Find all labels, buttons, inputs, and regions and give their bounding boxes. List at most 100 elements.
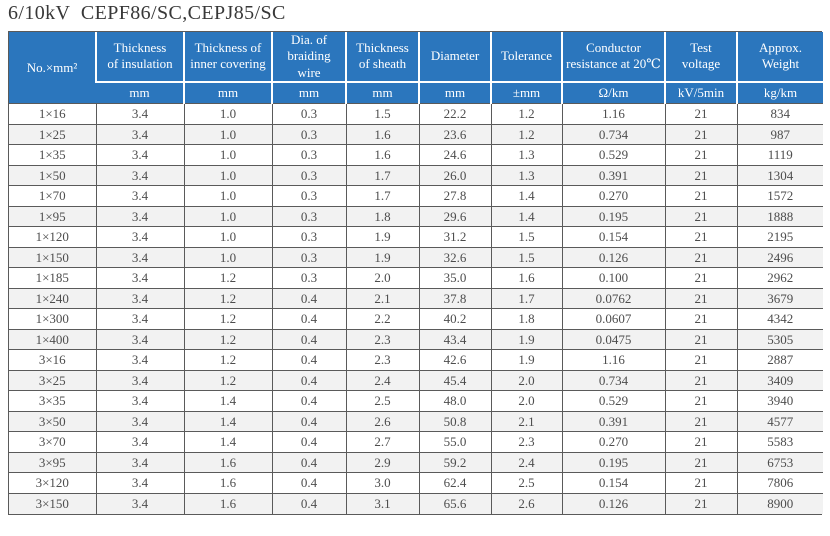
data-cell: 3.4 (95, 144, 184, 166)
data-cell: 0.4 (271, 328, 346, 350)
data-cell: 5305 (736, 328, 823, 350)
table-row: 3×70 3.4 1.4 0.4 2.7 55.0 2.3 0.270 21 5583 (9, 431, 823, 453)
data-cell: 3.4 (95, 472, 184, 494)
data-cell: 3.4 (95, 226, 184, 248)
row-size-cell: 1×150 (9, 246, 96, 268)
data-cell: 1.7 (345, 164, 419, 186)
data-cell: 2.3 (345, 349, 419, 371)
table-row: 1×185 3.4 1.2 0.3 2.0 35.0 1.6 0.100 21 2962 (9, 267, 823, 289)
data-cell: 31.2 (418, 226, 491, 248)
column-unit-5: mm (418, 80, 491, 104)
data-cell: 0.100 (561, 267, 665, 289)
data-cell: 37.8 (418, 287, 491, 309)
data-cell: 2.2 (345, 308, 419, 330)
data-cell: 0.4 (271, 308, 346, 330)
data-cell: 2195 (736, 226, 823, 248)
data-cell: 0.391 (561, 410, 665, 432)
data-cell: 21 (664, 164, 737, 186)
data-cell: 22.2 (418, 103, 491, 125)
data-cell: 62.4 (418, 472, 491, 494)
data-cell: 4577 (736, 410, 823, 432)
row-size-cell: 3×25 (9, 369, 96, 391)
table-row: 3×150 3.4 1.6 0.4 3.1 65.6 2.6 0.126 21 8900 (9, 492, 823, 514)
data-cell: 21 (664, 185, 737, 207)
data-cell: 2.1 (490, 410, 562, 432)
data-cell: 0.270 (561, 431, 665, 453)
table-row: 3×120 3.4 1.6 0.4 3.0 62.4 2.5 0.154 21 7806 (9, 472, 823, 494)
data-cell: 1.9 (490, 349, 562, 371)
data-cell: 0.3 (271, 123, 346, 145)
data-cell: 0.4 (271, 492, 346, 514)
data-cell: 21 (664, 390, 737, 412)
data-cell: 3.0 (345, 472, 419, 494)
data-cell: 7806 (736, 472, 823, 494)
data-cell: 59.2 (418, 451, 491, 473)
data-cell: 43.4 (418, 328, 491, 350)
row-size-cell: 1×35 (9, 144, 96, 166)
data-cell: 0.0475 (561, 328, 665, 350)
page-title: 6/10kV CEPF86/SC,CEPJ85/SC (8, 2, 286, 24)
column-header-7: Conductor resistance at 20℃ (561, 32, 665, 82)
row-size-cell: 1×240 (9, 287, 96, 309)
column-header-2: Thickness of inner covering (183, 32, 272, 82)
data-cell: 21 (664, 349, 737, 371)
data-cell: 0.3 (271, 246, 346, 268)
data-cell: 3.4 (95, 492, 184, 514)
table-row: 1×16 3.4 1.0 0.3 1.5 22.2 1.2 1.16 21 834 (9, 103, 823, 125)
data-cell: 1.6 (183, 472, 272, 494)
data-cell: 23.6 (418, 123, 491, 145)
data-cell: 1.9 (490, 328, 562, 350)
data-cell: 21 (664, 123, 737, 145)
data-cell: 2.5 (490, 472, 562, 494)
data-cell: 1.16 (561, 103, 665, 125)
data-cell: 3.4 (95, 349, 184, 371)
data-cell: 3.4 (95, 369, 184, 391)
data-cell: 3.4 (95, 431, 184, 453)
header-unit-row: mm mm mm mm mm ±mm Ω/km kV/5min kg/km (9, 80, 823, 104)
data-cell: 3.4 (95, 246, 184, 268)
data-cell: 1.4 (490, 185, 562, 207)
data-cell: 21 (664, 410, 737, 432)
data-cell: 1.9 (345, 246, 419, 268)
column-unit-9: kg/km (736, 80, 823, 104)
data-cell: 50.8 (418, 410, 491, 432)
row-size-cell: 3×70 (9, 431, 96, 453)
data-cell: 0.4 (271, 410, 346, 432)
column-header-5: Diameter (418, 32, 491, 82)
column-unit-7: Ω/km (561, 80, 665, 104)
data-cell: 1.8 (345, 205, 419, 227)
data-cell: 1.6 (345, 144, 419, 166)
data-cell: 3.4 (95, 103, 184, 125)
table-row: 1×25 3.4 1.0 0.3 1.6 23.6 1.2 0.734 21 987 (9, 123, 823, 145)
data-cell: 0.126 (561, 492, 665, 514)
table-row: 3×95 3.4 1.6 0.4 2.9 59.2 2.4 0.195 21 6753 (9, 451, 823, 473)
data-cell: 2.1 (345, 287, 419, 309)
table-row: 1×50 3.4 1.0 0.3 1.7 26.0 1.3 0.391 21 1304 (9, 164, 823, 186)
data-cell: 1.0 (183, 103, 272, 125)
data-cell: 24.6 (418, 144, 491, 166)
row-size-cell: 1×50 (9, 164, 96, 186)
data-cell: 1.0 (183, 246, 272, 268)
row-size-cell: 1×120 (9, 226, 96, 248)
data-cell: 0.391 (561, 164, 665, 186)
data-cell: 21 (664, 103, 737, 125)
data-cell: 0.4 (271, 390, 346, 412)
row-size-cell: 1×25 (9, 123, 96, 145)
data-cell: 1.2 (183, 308, 272, 330)
data-cell: 1.0 (183, 123, 272, 145)
row-size-cell: 1×16 (9, 103, 96, 125)
data-cell: 2.0 (345, 267, 419, 289)
data-cell: 0.4 (271, 287, 346, 309)
data-cell: 0.3 (271, 205, 346, 227)
column-unit-8: kV/5min (664, 80, 737, 104)
data-cell: 21 (664, 451, 737, 473)
data-cell: 3.4 (95, 390, 184, 412)
data-cell: 1.3 (490, 144, 562, 166)
data-cell: 1.4 (490, 205, 562, 227)
data-cell: 0.734 (561, 123, 665, 145)
data-cell: 3679 (736, 287, 823, 309)
data-cell: 1.8 (490, 308, 562, 330)
data-cell: 42.6 (418, 349, 491, 371)
data-cell: 32.6 (418, 246, 491, 268)
data-cell: 1.9 (345, 226, 419, 248)
